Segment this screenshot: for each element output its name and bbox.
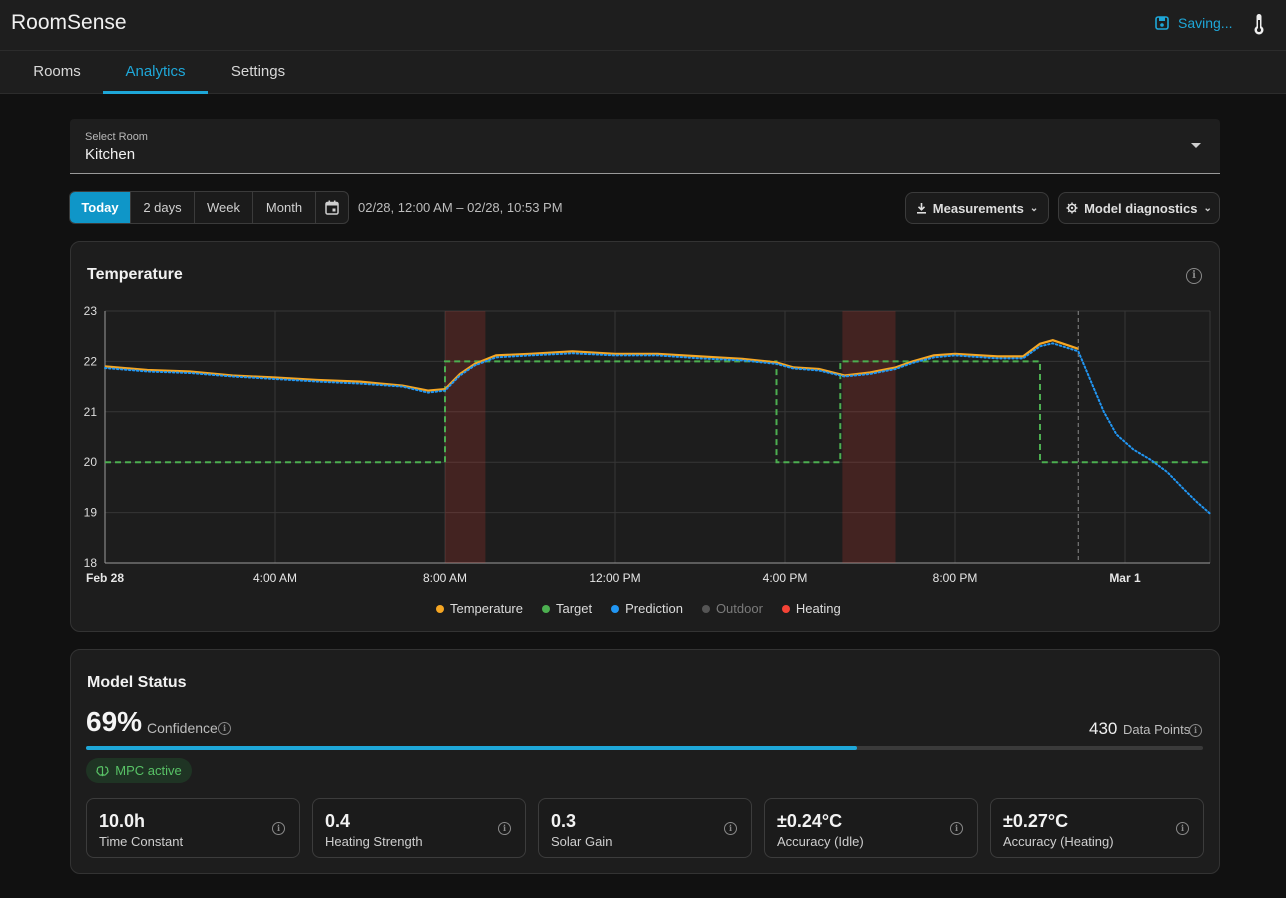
legend-label: Prediction: [625, 601, 683, 616]
info-icon[interactable]: i: [498, 822, 511, 835]
legend-temperature[interactable]: Temperature: [436, 601, 523, 616]
tab-rooms[interactable]: Rooms: [33, 63, 81, 80]
confidence-progress-fill: [86, 746, 857, 750]
legend-outdoor[interactable]: Outdoor: [701, 601, 763, 616]
temperature-card-title: Temperature: [87, 266, 183, 283]
metric-label: Heating Strength: [325, 834, 423, 849]
info-icon[interactable]: i: [1186, 268, 1202, 284]
info-icon[interactable]: i: [950, 822, 963, 835]
legend-dot: [541, 604, 550, 613]
metric-label: Time Constant: [99, 834, 184, 849]
legend-label: Outdoor: [715, 601, 763, 616]
main-tabs: Rooms Analytics Settings: [0, 51, 1286, 94]
measurements-label: Measurements: [932, 200, 1024, 216]
mpc-label: MPC active: [115, 763, 182, 778]
info-icon[interactable]: i: [724, 822, 737, 835]
chevron-down-icon: ⌄: [1203, 202, 1212, 214]
confidence-value: 69%: [86, 706, 143, 737]
date-range-text: 02/28, 12:00 AM – 02/28, 10:53 PM: [358, 200, 563, 215]
chart-legend: Temperature Target Prediction Outdoor He…: [436, 601, 860, 616]
legend-dot: [436, 604, 444, 613]
measurements-button[interactable]: Measurements ⌄: [905, 192, 1049, 224]
calendar-button[interactable]: [316, 192, 348, 223]
range-2days-button[interactable]: 2 days: [131, 192, 195, 223]
range-today-button[interactable]: Today: [70, 192, 131, 223]
metric-card-heating-strength: 0.4 Heating Strength i: [312, 798, 526, 858]
model-diagnostics-label: Model diagnostics: [1084, 200, 1198, 216]
metric-value: 0.3: [551, 811, 577, 831]
room-select-label: Select Room: [85, 131, 148, 143]
legend-dot: [701, 604, 710, 613]
tab-analytics[interactable]: Analytics: [125, 63, 186, 80]
range-month-button[interactable]: Month: [253, 192, 316, 223]
legend-label: Target: [555, 601, 593, 616]
calendar-icon: [325, 200, 339, 215]
metric-label: Solar Gain: [551, 834, 613, 849]
tab-settings[interactable]: Settings: [230, 63, 286, 80]
metric-card-accuracy-idle: ±0.24°C Accuracy (Idle) i: [764, 798, 978, 858]
chevron-down-icon: ⌄: [1029, 202, 1039, 214]
metric-value: ±0.24°C: [777, 811, 843, 831]
dropdown-arrow-icon: [1191, 143, 1201, 148]
metric-label: Accuracy (Heating): [1003, 834, 1114, 849]
temperature-card: Temperature i: [70, 241, 1220, 632]
legend-prediction[interactable]: Prediction: [611, 601, 683, 616]
legend-label: Heating: [795, 601, 841, 616]
download-icon: [916, 203, 926, 214]
legend-label: Temperature: [450, 601, 523, 616]
range-week-button[interactable]: Week: [195, 192, 253, 223]
confidence-progress-bar: [86, 746, 1203, 750]
saving-label: Saving...: [1178, 15, 1233, 31]
model-status-title: Model Status: [87, 674, 187, 691]
room-select-value: Kitchen: [85, 146, 136, 163]
app-title: RoomSense: [11, 11, 127, 34]
mpc-status-chip: MPC active: [86, 758, 192, 783]
metric-label: Accuracy (Idle): [777, 834, 864, 849]
metric-card-solar-gain: 0.3 Solar Gain i: [538, 798, 752, 858]
legend-dot: [611, 604, 620, 613]
metric-value: 10.0h: [99, 811, 146, 831]
legend-dot: [781, 604, 790, 613]
info-icon[interactable]: i: [272, 822, 285, 835]
legend-heating[interactable]: Heating: [781, 601, 841, 616]
metric-value: 0.4: [325, 811, 351, 831]
info-icon[interactable]: i: [1176, 822, 1189, 835]
saving-status: Saving...: [1155, 15, 1232, 31]
confidence-label: Confidence: [147, 720, 218, 736]
data-points-label: Data Points: [1123, 722, 1191, 737]
room-select[interactable]: Select Room Kitchen: [70, 119, 1220, 174]
data-points-info-icon[interactable]: i: [1189, 724, 1202, 737]
gear-icon: [1066, 202, 1078, 214]
metric-card-time-constant: 10.0h Time Constant i: [86, 798, 300, 858]
metric-card-accuracy-heating: ±0.27°C Accuracy (Heating) i: [990, 798, 1204, 858]
save-icon: [1155, 16, 1169, 30]
metric-value: ±0.27°C: [1003, 811, 1069, 831]
model-diagnostics-button[interactable]: Model diagnostics ⌄: [1058, 192, 1220, 224]
legend-target[interactable]: Target: [541, 601, 593, 616]
active-tab-indicator: [103, 91, 208, 94]
thermometer-icon[interactable]: [1250, 12, 1268, 41]
confidence-info-icon[interactable]: i: [218, 722, 231, 735]
top-app-bar: RoomSense Saving...: [0, 0, 1286, 51]
brain-icon: [96, 765, 109, 776]
time-range-group: Today 2 days Week Month: [69, 191, 349, 224]
data-points-value: 430: [1089, 719, 1118, 738]
